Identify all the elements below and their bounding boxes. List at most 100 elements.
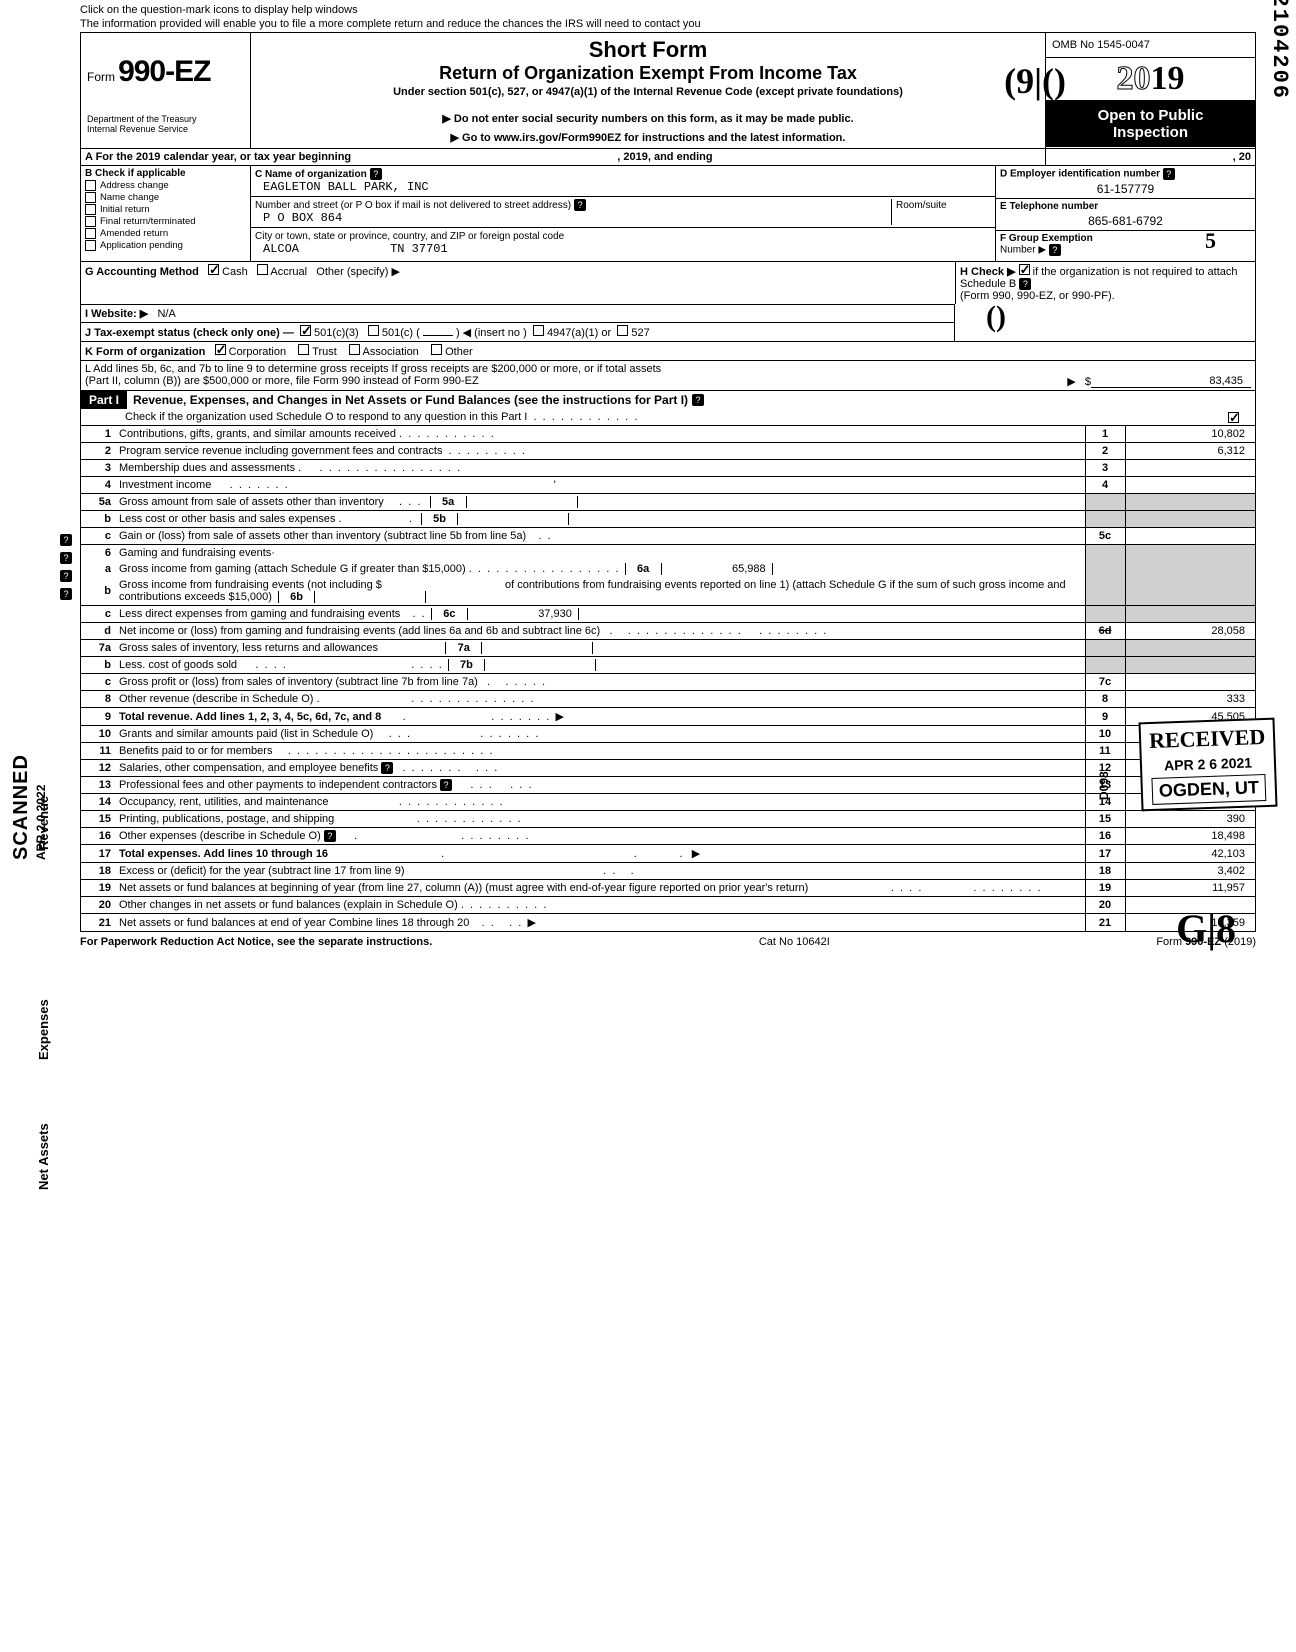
ln-17-d: Total expenses. Add lines 10 through 16 bbox=[119, 848, 328, 860]
chk-other[interactable] bbox=[431, 344, 442, 355]
ln-6a-ibox: 6a bbox=[626, 563, 662, 575]
ln-20-d: Other changes in net assets or fund bala… bbox=[119, 899, 458, 911]
room-label: Room/suite bbox=[896, 200, 947, 211]
year-suffix: 19 bbox=[1151, 60, 1185, 97]
j-insert: ) ◀ (insert no ) bbox=[456, 327, 527, 339]
chk-final[interactable] bbox=[85, 216, 96, 227]
ln-3-n: 3 bbox=[81, 460, 115, 477]
chk-527[interactable] bbox=[617, 325, 628, 336]
help-icon[interactable]: ? bbox=[60, 534, 72, 546]
ln-6c-ibox: 6c bbox=[432, 608, 468, 620]
side-revenue: Revenue bbox=[36, 796, 51, 850]
chk-sched-o[interactable] bbox=[1228, 412, 1239, 423]
chk-amended[interactable] bbox=[85, 228, 96, 239]
ln-16-amt: 18,498 bbox=[1125, 828, 1255, 845]
open-public: Open to Public bbox=[1048, 107, 1253, 124]
chk-cash[interactable] bbox=[208, 264, 219, 275]
phone: 865-681-6792 bbox=[1000, 212, 1251, 228]
chk-trust[interactable] bbox=[298, 344, 309, 355]
e-label: E Telephone number bbox=[1000, 201, 1098, 212]
help-icon[interactable]: ? bbox=[440, 779, 452, 791]
stamp-date: APR 2 6 2021 bbox=[1150, 754, 1267, 774]
chk-address[interactable] bbox=[85, 180, 96, 191]
ln-7a-n: 7a bbox=[81, 640, 115, 657]
ln-3-box: 3 bbox=[1085, 460, 1125, 477]
help-icon[interactable]: ? bbox=[370, 168, 382, 180]
b-initial: Initial return bbox=[100, 204, 150, 215]
d-label: D Employer identification number bbox=[1000, 169, 1160, 180]
ln-6c-iamt: 37,930 bbox=[468, 608, 578, 620]
ln-2-box: 2 bbox=[1085, 443, 1125, 460]
chk-corp[interactable] bbox=[215, 344, 226, 355]
help-icon[interactable]: ? bbox=[574, 199, 586, 211]
received-stamp: RECEIVED APR 2 6 2021 OGDEN, UT bbox=[1138, 718, 1277, 812]
ln-13-n: 13 bbox=[81, 777, 115, 794]
ln-10-d: Grants and similar amounts paid (list in… bbox=[119, 728, 373, 740]
ln-2-d: Program service revenue including govern… bbox=[119, 445, 442, 457]
part-i-check: Check if the organization used Schedule … bbox=[125, 411, 527, 423]
dln-number: 29492022104206 bbox=[1267, 0, 1292, 100]
ln-6b-n: b bbox=[81, 577, 115, 606]
help-icon[interactable]: ? bbox=[1019, 278, 1031, 290]
help-icon[interactable]: ? bbox=[60, 570, 72, 582]
ln-3-amt bbox=[1125, 460, 1255, 477]
form-label: Form bbox=[87, 70, 115, 84]
chk-initial[interactable] bbox=[85, 204, 96, 215]
chk-pending[interactable] bbox=[85, 240, 96, 251]
help-icon[interactable]: ? bbox=[324, 830, 336, 842]
l-arrow: ▶ bbox=[1067, 376, 1075, 388]
ln-20-box: 20 bbox=[1085, 897, 1125, 914]
help-icon[interactable]: ? bbox=[381, 762, 393, 774]
help-icon[interactable]: ? bbox=[1163, 168, 1175, 180]
ln-21-box: 21 bbox=[1085, 914, 1125, 932]
ln-7a-ibox: 7a bbox=[446, 642, 482, 654]
chk-accrual[interactable] bbox=[257, 264, 268, 275]
a-label-begin: A For the 2019 calendar year, or tax yea… bbox=[85, 151, 351, 163]
footer-mid: Cat No 10642I bbox=[759, 936, 830, 948]
ln-5b-ibox: 5b bbox=[422, 513, 458, 525]
ln-17-n: 17 bbox=[81, 845, 115, 863]
g-label: G Accounting Method bbox=[85, 266, 199, 278]
ln-11-box: 11 bbox=[1085, 743, 1125, 760]
ln-11-d: Benefits paid to or for members bbox=[119, 745, 272, 757]
ln-19-box: 19 bbox=[1085, 880, 1125, 897]
help-icon[interactable]: ? bbox=[60, 552, 72, 564]
form-number: 990-EZ bbox=[118, 55, 210, 89]
handwritten-sig: G|8 bbox=[1176, 905, 1236, 952]
i-label: I Website: ▶ bbox=[85, 308, 148, 320]
ln-5b-n: b bbox=[81, 511, 115, 528]
ln-18-d: Excess or (deficit) for the year (subtra… bbox=[119, 865, 405, 877]
addr-label: Number and street (or P O box if mail is… bbox=[255, 200, 571, 211]
chk-501c3[interactable] bbox=[300, 325, 311, 336]
b-pending: Application pending bbox=[100, 240, 183, 251]
omb-no: OMB No 1545-0047 bbox=[1046, 33, 1255, 58]
ln-4-amt bbox=[1125, 477, 1255, 494]
help-icon[interactable]: ? bbox=[1049, 244, 1061, 256]
ln-14-n: 14 bbox=[81, 794, 115, 811]
chk-assoc[interactable] bbox=[349, 344, 360, 355]
ln-4-box: 4 bbox=[1085, 477, 1125, 494]
ln-2-amt: 6,312 bbox=[1125, 443, 1255, 460]
ln-15-box: 15 bbox=[1085, 811, 1125, 828]
ln-4-d: Investment income bbox=[119, 479, 211, 491]
help-note-1: Click on the question-mark icons to disp… bbox=[80, 4, 1256, 16]
chk-h[interactable] bbox=[1019, 264, 1030, 275]
ln-8-n: 8 bbox=[81, 691, 115, 708]
stamp-ogden: OGDEN, UT bbox=[1151, 774, 1266, 805]
ln-18-box: 18 bbox=[1085, 863, 1125, 880]
b-name: Name change bbox=[100, 192, 159, 203]
chk-501c[interactable] bbox=[368, 325, 379, 336]
help-icon[interactable]: ? bbox=[692, 394, 704, 406]
ln-12-d: Salaries, other compensation, and employ… bbox=[119, 762, 378, 774]
chk-name[interactable] bbox=[85, 192, 96, 203]
part-i-tag: Part I bbox=[81, 391, 127, 409]
chk-4947[interactable] bbox=[533, 325, 544, 336]
help-icon[interactable]: ? bbox=[60, 588, 72, 600]
ln-5b-iamt bbox=[458, 513, 568, 525]
ln-6-d: Gaming and fundraising events· bbox=[119, 547, 275, 559]
ln-11-n: 11 bbox=[81, 743, 115, 760]
ein: 61-157779 bbox=[1000, 180, 1251, 196]
j-527: 527 bbox=[631, 327, 649, 339]
k-label: K Form of organization bbox=[85, 346, 205, 358]
handwritten-o2: () bbox=[986, 300, 1006, 334]
